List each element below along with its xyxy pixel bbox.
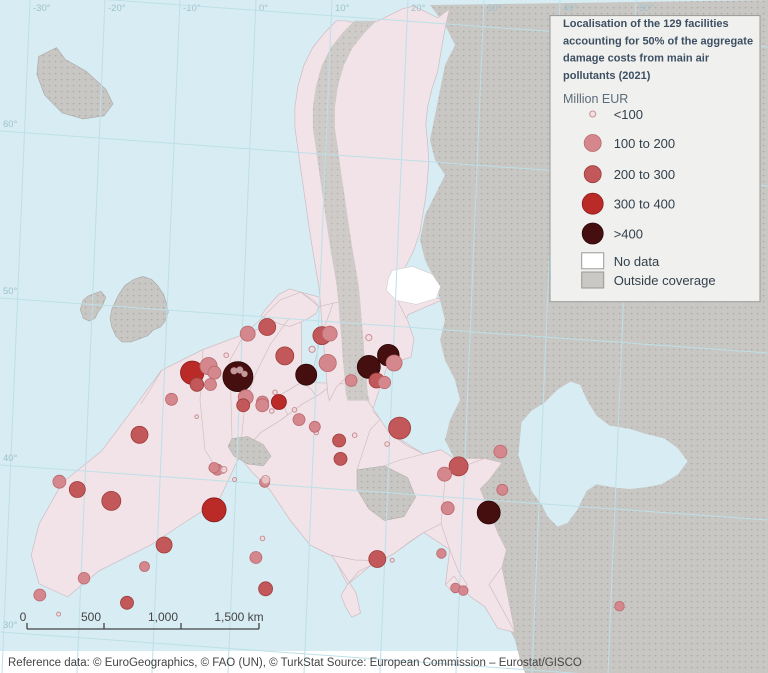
svg-text:40°: 40°	[563, 3, 578, 14]
svg-text:-30°: -30°	[33, 3, 51, 14]
svg-text:60°: 60°	[3, 119, 18, 130]
svg-text:40°: 40°	[3, 453, 18, 464]
svg-text:1,000: 1,000	[148, 610, 178, 624]
svg-text:No data: No data	[614, 254, 660, 269]
svg-text:<100: <100	[614, 107, 643, 122]
svg-text:Outside coverage: Outside coverage	[614, 273, 716, 288]
svg-text:50°: 50°	[3, 286, 18, 297]
svg-text:30°: 30°	[3, 620, 18, 631]
svg-text:300 to 400: 300 to 400	[614, 197, 675, 212]
svg-text:Reference data: © EuroGeograph: Reference data: © EuroGeographics, © FAO…	[8, 657, 582, 669]
svg-text:50°: 50°	[639, 3, 654, 14]
svg-text:10°: 10°	[335, 3, 350, 14]
svg-text:damage costs from main air: damage costs from main air	[563, 53, 710, 65]
svg-text:0°: 0°	[259, 3, 268, 14]
svg-text:500: 500	[81, 610, 101, 624]
svg-text:-20°: -20°	[108, 3, 126, 14]
svg-text:-10°: -10°	[183, 3, 201, 14]
svg-text:>400: >400	[614, 227, 643, 242]
svg-text:30°: 30°	[487, 3, 502, 14]
svg-text:Million EUR: Million EUR	[563, 92, 628, 106]
svg-text:pollutants (2021): pollutants (2021)	[563, 70, 651, 82]
svg-text:20°: 20°	[411, 3, 426, 14]
svg-text:Localisation of the 129 facili: Localisation of the 129 facilities	[563, 18, 729, 30]
svg-text:200 to 300: 200 to 300	[614, 167, 675, 182]
svg-text:0: 0	[20, 610, 27, 624]
svg-text:100 to 200: 100 to 200	[614, 136, 675, 151]
svg-text:accounting for 50% of the aggr: accounting for 50% of the aggregate	[563, 35, 753, 47]
svg-text:1,500 km: 1,500 km	[214, 610, 263, 624]
